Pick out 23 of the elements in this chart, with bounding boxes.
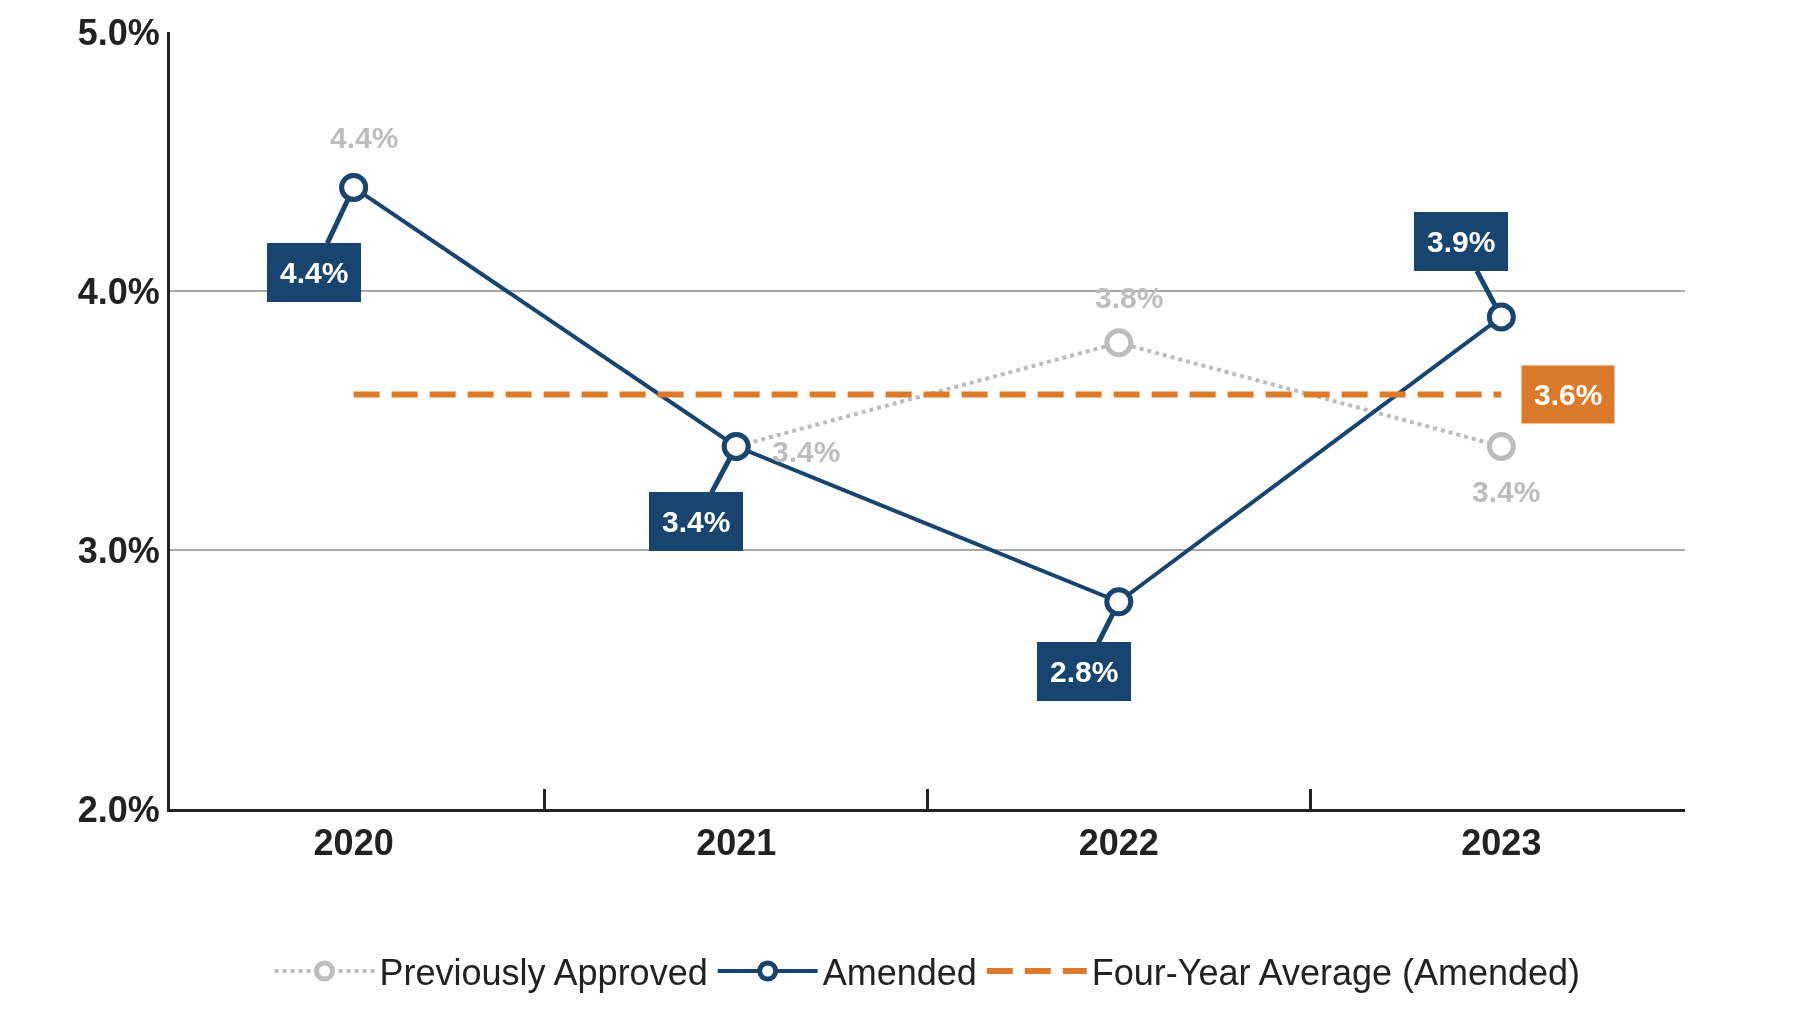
point: [1104, 328, 1134, 358]
data-label: 3.9%: [1427, 225, 1496, 258]
x-tick-label: 2022: [1078, 822, 1159, 864]
legend-label: Four-Year Average (Amended): [1091, 952, 1581, 994]
x-tick-label: 2021: [696, 822, 777, 864]
x-tick-label: 2023: [1461, 822, 1542, 864]
data-label: 2.8%: [1050, 655, 1119, 688]
data-label: 4.4%: [330, 121, 399, 154]
y-tick-label: 5.0%: [77, 11, 160, 53]
point: [1486, 302, 1516, 332]
y-tick-label: 3.0%: [77, 529, 160, 571]
data-label: 3.6%: [1534, 378, 1603, 411]
data-label: 3.4%: [772, 435, 841, 468]
y-tick-label: 2.0%: [77, 788, 160, 830]
legend-label: Previously Approved: [379, 952, 708, 994]
y-tick-label: 4.0%: [77, 270, 160, 312]
data-label: 4.4%: [280, 256, 349, 289]
x-tick-label: 2020: [313, 822, 394, 864]
legend-label: Amended: [822, 952, 977, 994]
point: [1486, 431, 1516, 461]
data-label: 3.4%: [662, 505, 731, 538]
data-label: 3.4%: [1472, 475, 1541, 508]
point: [1104, 587, 1134, 617]
